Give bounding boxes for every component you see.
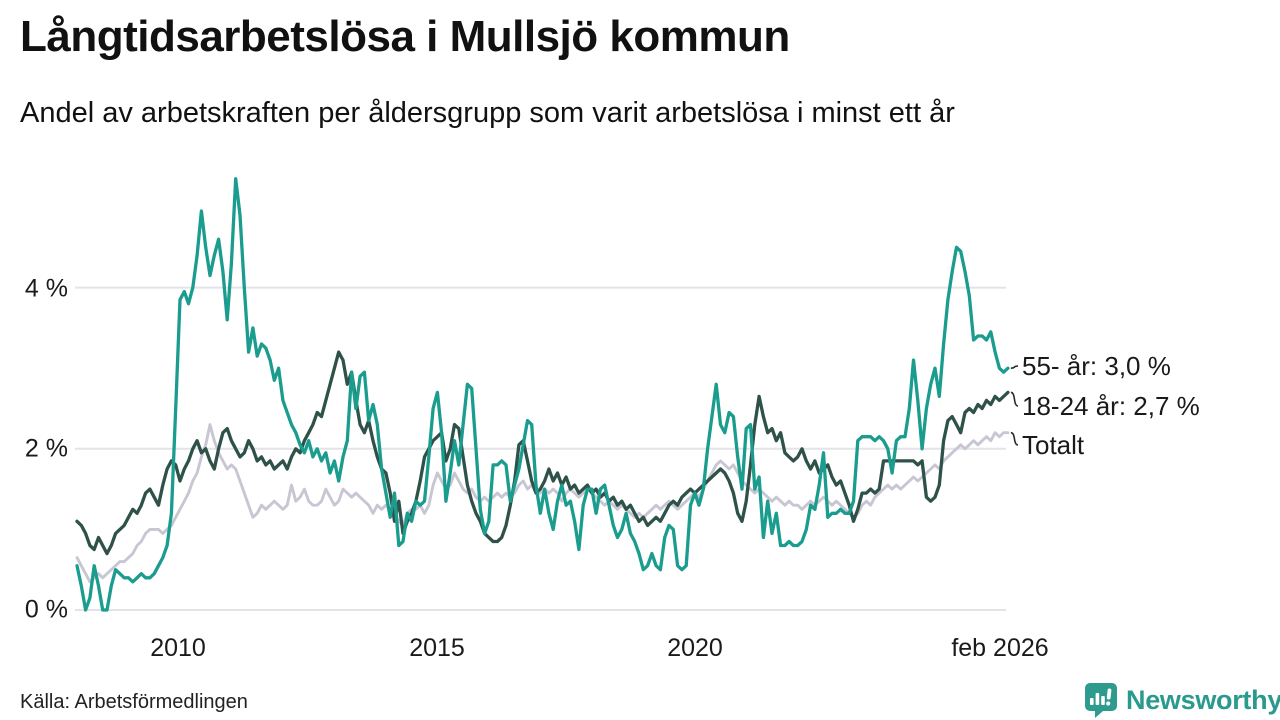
y-tick-label-4: 4 % <box>24 274 68 303</box>
label-connector <box>1010 391 1019 407</box>
y-tick-label-0: 0 % <box>24 595 68 624</box>
label-connector <box>1010 365 1019 369</box>
x-tick-label-2010: 2010 <box>150 634 206 662</box>
label-connector <box>1010 431 1019 446</box>
newsworthy-logo-icon <box>1085 683 1117 718</box>
page-title: Långtidsarbetslösa i Mullsjö kommun <box>20 12 790 61</box>
source-note: Källa: Arbetsförmedlingen <box>20 691 248 713</box>
series-end-label-18-24: 18-24 år: 2,7 % <box>1022 391 1200 421</box>
page-subtitle: Andel av arbetskraften per åldersgrupp s… <box>20 97 955 129</box>
x-tick-label-feb-2026: feb 2026 <box>951 634 1049 662</box>
x-tick-label-2015: 2015 <box>409 634 465 662</box>
y-tick-label-2: 2 % <box>24 434 68 463</box>
series-line-55-r <box>75 177 1010 612</box>
newsworthy-logo[interactable]: Newsworthy <box>1084 682 1280 718</box>
newsworthy-wordmark: Newsworthy <box>1126 684 1280 715</box>
series-end-label-55: 55- år: 3,0 % <box>1022 351 1171 381</box>
series-line-18-24-r <box>75 350 1010 556</box>
x-tick-label-2020: 2020 <box>667 634 723 662</box>
series-end-label-total: Totalt <box>1022 430 1085 460</box>
